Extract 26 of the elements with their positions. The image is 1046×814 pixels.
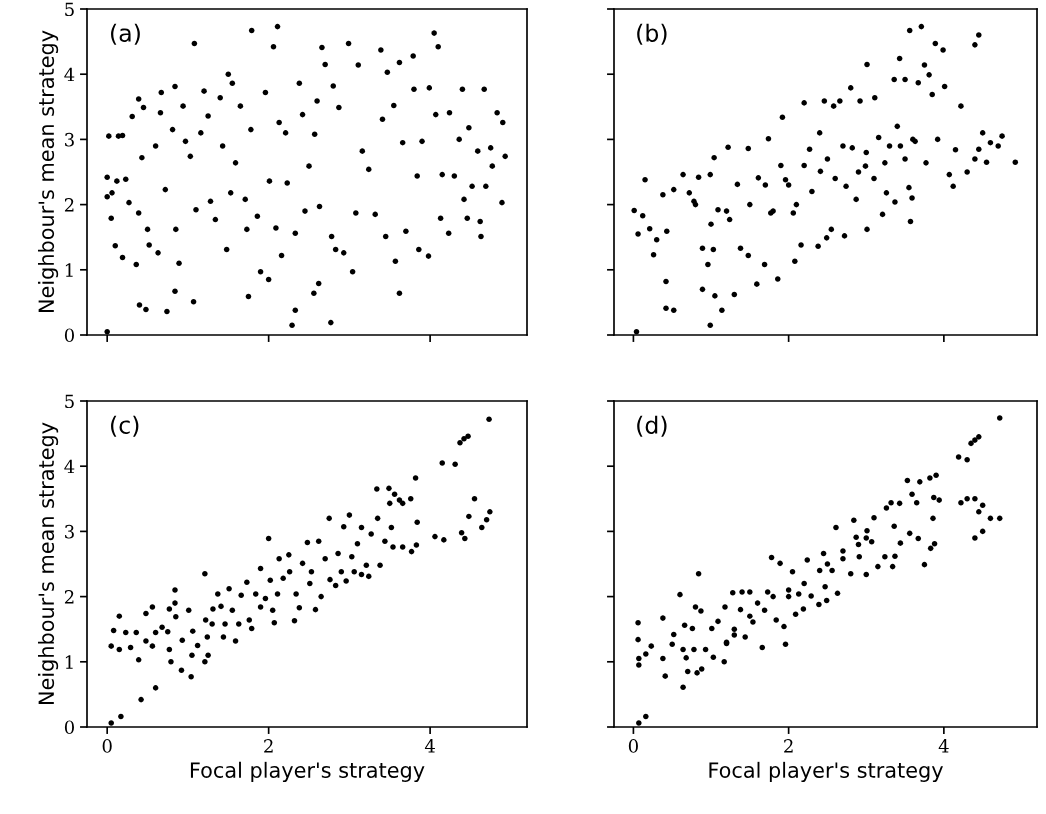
y-axis-title: Neighbour's mean strategy [37, 30, 59, 313]
y-tick-label: 5 [65, 2, 74, 17]
y-tick-label: 5 [65, 394, 74, 409]
annotation: (d) [637, 415, 667, 437]
y-tick-label: 2 [64, 198, 74, 212]
x-axis-title: Focal player's strategy [190, 761, 425, 782]
y-tick-label: 4 [64, 67, 75, 82]
y-tick-label: 3 [65, 524, 74, 539]
y-tick-label: 0 [64, 720, 74, 735]
annotation: (c) [111, 415, 139, 437]
annotation: (b) [637, 23, 667, 45]
annotation: (a) [111, 23, 140, 45]
x-tick-label: 4 [424, 739, 435, 753]
x-tick-label: 0 [628, 739, 638, 753]
y-tick-label: 2 [64, 590, 74, 604]
y-tick-label: 1 [65, 263, 73, 277]
y-tick-label: 3 [65, 132, 74, 147]
y-axis-title: Neighbour's mean strategy [37, 422, 59, 705]
x-axis-title: Focal player's strategy [709, 761, 943, 782]
y-tick-label: 1 [65, 655, 73, 669]
y-tick-label: 0 [64, 328, 74, 343]
x-tick-label: 4 [938, 739, 949, 753]
x-tick-label: 2 [264, 739, 273, 753]
x-tick-label: 0 [102, 739, 112, 753]
y-tick-label: 4 [64, 459, 75, 474]
x-tick-label: 2 [784, 739, 793, 753]
